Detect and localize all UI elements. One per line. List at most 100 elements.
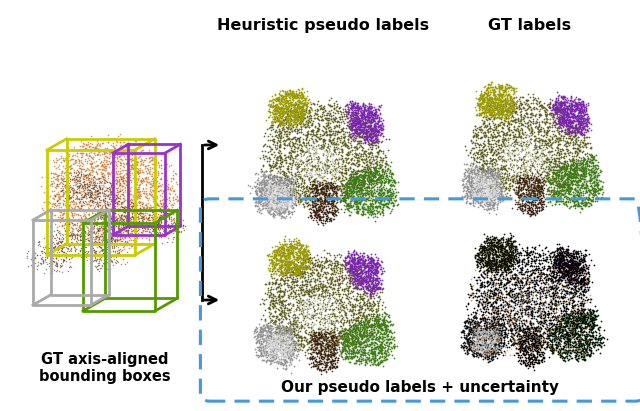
Point: [556, 169, 566, 176]
Point: [488, 347, 498, 353]
Point: [366, 101, 376, 107]
Point: [284, 319, 294, 325]
Point: [545, 162, 556, 168]
Point: [559, 173, 569, 179]
Point: [291, 115, 301, 122]
Point: [117, 237, 127, 244]
Point: [333, 289, 343, 295]
Point: [332, 166, 342, 172]
Point: [278, 204, 288, 211]
Point: [477, 283, 488, 290]
Point: [579, 166, 589, 173]
Point: [253, 339, 264, 345]
Point: [129, 221, 140, 228]
Point: [565, 129, 575, 136]
Point: [530, 171, 540, 177]
Point: [367, 130, 378, 137]
Point: [563, 315, 573, 321]
Point: [500, 316, 511, 322]
Point: [277, 110, 287, 117]
Point: [115, 221, 125, 227]
Point: [541, 306, 552, 313]
Point: [261, 328, 271, 335]
Point: [366, 140, 376, 147]
Point: [291, 312, 301, 319]
Point: [492, 331, 502, 338]
Point: [495, 330, 506, 336]
Point: [586, 121, 596, 127]
Point: [489, 336, 499, 343]
Point: [511, 345, 522, 351]
Point: [531, 111, 541, 118]
Point: [311, 111, 321, 118]
Point: [577, 259, 587, 265]
Point: [561, 338, 571, 345]
Point: [481, 332, 492, 339]
Point: [89, 173, 99, 180]
Point: [93, 242, 104, 249]
Point: [518, 105, 529, 112]
Point: [280, 360, 290, 366]
Point: [581, 181, 591, 188]
Point: [542, 151, 552, 158]
Point: [276, 195, 287, 201]
Point: [574, 113, 584, 119]
Point: [537, 102, 547, 109]
Point: [487, 103, 497, 110]
Point: [295, 159, 305, 166]
Point: [489, 173, 499, 180]
Point: [566, 174, 577, 180]
Point: [522, 194, 532, 200]
Point: [369, 256, 379, 263]
Point: [579, 353, 589, 359]
Point: [315, 349, 325, 356]
Point: [328, 157, 339, 163]
Point: [351, 187, 361, 194]
Point: [514, 203, 524, 210]
Point: [551, 253, 561, 259]
Point: [364, 180, 374, 187]
Point: [335, 104, 346, 110]
Point: [564, 352, 575, 359]
Point: [514, 290, 524, 297]
Point: [512, 191, 522, 197]
Point: [317, 159, 327, 165]
Point: [328, 317, 339, 324]
Point: [308, 317, 319, 324]
Point: [520, 168, 530, 175]
Point: [472, 320, 483, 327]
Point: [342, 141, 353, 148]
Point: [466, 337, 476, 344]
Point: [475, 193, 485, 199]
Point: [543, 332, 554, 338]
Point: [127, 210, 137, 216]
Point: [298, 131, 308, 137]
Point: [563, 126, 573, 132]
Point: [112, 219, 122, 226]
Point: [86, 222, 97, 229]
Point: [486, 277, 497, 283]
Point: [520, 361, 531, 367]
Point: [544, 111, 554, 117]
Point: [556, 167, 566, 173]
Point: [342, 122, 352, 128]
Point: [477, 345, 487, 351]
Point: [479, 99, 490, 106]
Point: [585, 325, 595, 331]
Point: [63, 194, 74, 201]
Point: [582, 336, 593, 343]
Point: [148, 160, 158, 167]
Point: [524, 303, 534, 310]
Point: [484, 330, 495, 337]
Point: [268, 199, 278, 206]
Point: [351, 111, 362, 118]
Point: [352, 113, 362, 119]
Point: [575, 115, 586, 121]
Point: [562, 170, 572, 177]
Point: [288, 258, 298, 265]
Point: [260, 340, 271, 346]
Point: [534, 157, 545, 164]
Point: [346, 252, 356, 258]
Point: [371, 270, 381, 276]
Point: [279, 326, 289, 333]
